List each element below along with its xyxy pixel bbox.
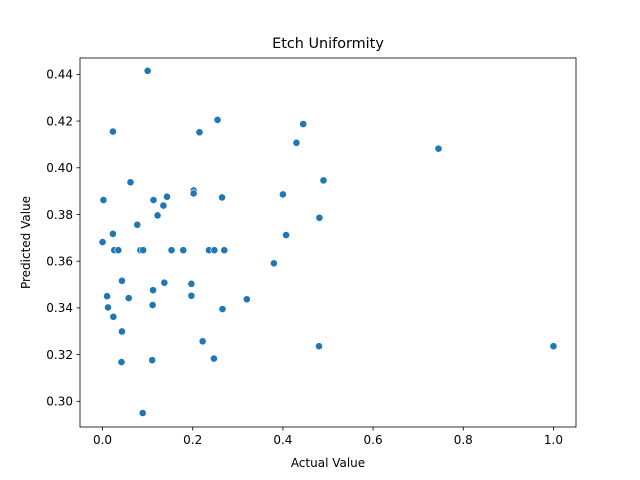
data-point	[118, 276, 126, 285]
data-point	[163, 192, 171, 201]
x-tick-label: 0.8	[454, 433, 473, 447]
plot-frame	[79, 57, 577, 428]
data-point	[434, 144, 443, 153]
data-point	[126, 178, 135, 187]
data-point	[195, 128, 204, 137]
data-point	[133, 220, 142, 229]
data-point	[315, 213, 324, 222]
data-point	[269, 259, 278, 268]
data-point	[153, 211, 162, 220]
y-tick-label: 0.30	[46, 395, 73, 409]
data-point	[210, 354, 218, 363]
data-point	[124, 294, 133, 302]
data-point	[109, 229, 117, 238]
data-point	[114, 246, 123, 255]
data-point	[187, 291, 196, 300]
x-tick-label: 0.0	[93, 433, 112, 447]
data-point	[109, 127, 117, 136]
data-point	[319, 176, 328, 185]
data-point	[109, 312, 118, 321]
data-point	[159, 201, 168, 210]
y-axis-ticks: 0.30 0.32 0.34 0.36 0.38 0.40 0.42 0.44	[46, 68, 80, 409]
data-point	[189, 189, 198, 198]
x-tick-label: 1.0	[544, 433, 563, 447]
data-point	[279, 190, 287, 199]
data-point	[282, 231, 290, 239]
y-tick-label: 0.32	[46, 348, 73, 362]
data-point	[103, 292, 111, 301]
x-tick-label: 0.6	[364, 433, 383, 447]
y-tick-label: 0.42	[46, 114, 73, 128]
y-tick-label: 0.40	[46, 161, 73, 175]
data-point	[160, 278, 169, 287]
data-point	[198, 337, 207, 346]
y-tick-label: 0.38	[46, 208, 73, 222]
data-point	[292, 138, 301, 147]
data-point	[99, 196, 108, 204]
data-point	[118, 327, 126, 336]
x-axis-ticks: 0.0 0.2 0.4 0.6 0.8 1.0	[93, 427, 563, 447]
data-point	[98, 238, 107, 246]
data-point	[148, 301, 157, 309]
data-point	[148, 356, 157, 365]
chart-title: Etch Uniformity	[272, 36, 384, 52]
data-point	[139, 246, 148, 255]
data-point	[218, 305, 227, 313]
data-point	[187, 279, 196, 288]
x-tick-label: 0.4	[273, 433, 292, 447]
data-point	[104, 303, 112, 312]
data-point	[179, 246, 188, 255]
data-point	[218, 193, 226, 202]
data-point	[315, 342, 323, 351]
data-point	[149, 286, 157, 295]
data-point	[220, 246, 229, 255]
data-point	[299, 120, 308, 128]
data-point	[549, 342, 558, 351]
y-axis-label: Predicted Value	[19, 196, 33, 289]
y-tick-label: 0.36	[46, 254, 73, 268]
y-tick-label: 0.44	[46, 68, 73, 82]
x-tick-label: 0.2	[183, 433, 202, 447]
data-point	[149, 196, 158, 204]
data-points	[98, 66, 558, 417]
data-point	[117, 358, 126, 366]
data-point	[213, 115, 222, 124]
data-point	[143, 66, 152, 75]
data-point	[138, 409, 147, 417]
y-tick-label: 0.34	[46, 301, 73, 315]
data-point	[210, 246, 219, 255]
x-axis-label: Actual Value	[291, 456, 365, 470]
data-point	[167, 246, 176, 255]
data-point	[242, 295, 251, 304]
